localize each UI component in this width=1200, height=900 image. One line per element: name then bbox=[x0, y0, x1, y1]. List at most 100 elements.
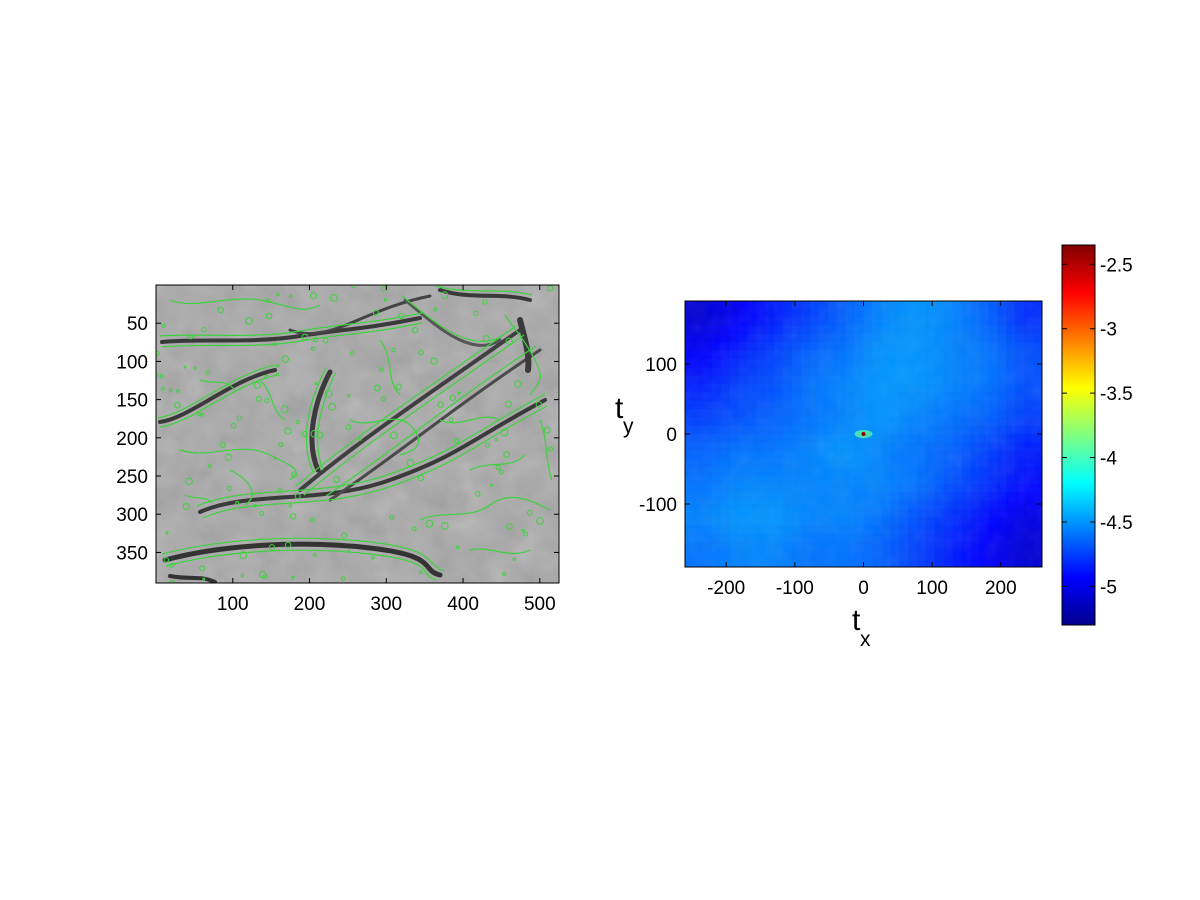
contour bbox=[159, 374, 278, 428]
contour-speck bbox=[417, 474, 424, 482]
contour bbox=[379, 339, 401, 396]
contour-speck bbox=[224, 453, 233, 461]
contour-speck bbox=[500, 428, 509, 437]
contour-speck bbox=[259, 511, 265, 517]
contour-speck bbox=[165, 531, 169, 535]
contour-speck bbox=[347, 394, 351, 398]
contour-speck bbox=[504, 400, 512, 408]
image-speckles bbox=[156, 285, 554, 583]
x-tick-label: 500 bbox=[524, 594, 556, 615]
contour-speck bbox=[291, 471, 298, 478]
peak-point bbox=[861, 432, 866, 436]
contour-speck bbox=[494, 437, 498, 442]
contour-speck bbox=[226, 485, 232, 491]
contour-speck bbox=[340, 576, 346, 581]
contour-speck bbox=[312, 336, 319, 343]
dark-crack bbox=[168, 574, 217, 583]
contour bbox=[349, 418, 420, 456]
contour-speck bbox=[333, 476, 340, 483]
contour-speck bbox=[418, 349, 424, 356]
contour bbox=[439, 416, 501, 424]
heatmap-x-label-sub: x bbox=[860, 628, 871, 651]
dark-crack bbox=[309, 369, 333, 473]
edge-contours bbox=[157, 285, 553, 581]
colorbar-ticks: -2.5 -3 -3.5 -4 -4.5 -5 bbox=[1062, 255, 1133, 598]
y-tick-label: 150 bbox=[116, 391, 148, 412]
y-tick-label: 100 bbox=[116, 352, 148, 373]
contour-speck bbox=[512, 557, 516, 561]
contour-speck bbox=[437, 401, 444, 408]
contour-speck bbox=[535, 401, 543, 408]
contour-speck bbox=[430, 357, 438, 365]
contour-speck bbox=[505, 337, 513, 345]
contour-speck bbox=[453, 437, 460, 444]
y-tick-label: 200 bbox=[116, 429, 148, 450]
dark-crack bbox=[158, 368, 277, 424]
contour-speck bbox=[163, 557, 170, 563]
contour-speck bbox=[182, 502, 190, 511]
contour-speck bbox=[398, 312, 405, 320]
contour-speck bbox=[156, 350, 160, 357]
contour-speck bbox=[284, 541, 292, 549]
contour-speck bbox=[310, 429, 319, 438]
colorbar-tick-label: -3.5 bbox=[1100, 384, 1133, 405]
colorbar: -2.5 -3 -3.5 -4 -4.5 -5 bbox=[1061, 244, 1133, 626]
contour-speck bbox=[240, 573, 245, 578]
contour-speck bbox=[345, 424, 352, 431]
contour-speck bbox=[411, 526, 417, 532]
contour-speck bbox=[457, 391, 461, 395]
contour-speck bbox=[239, 551, 248, 560]
contour-speck bbox=[253, 381, 261, 389]
contour-speck bbox=[310, 346, 315, 351]
contour-speck bbox=[391, 347, 396, 353]
dark-crack bbox=[298, 328, 522, 492]
contour bbox=[161, 322, 423, 348]
contour-speck bbox=[543, 426, 551, 434]
contour-speck bbox=[289, 513, 297, 520]
y-tick-label: 250 bbox=[116, 467, 148, 488]
colorbar-tick-label: -2.5 bbox=[1100, 255, 1133, 276]
contour-speck bbox=[169, 562, 175, 568]
contour-speck bbox=[288, 503, 293, 508]
contour bbox=[504, 314, 542, 396]
contour-speck bbox=[370, 555, 375, 560]
colorbar-tick-label: -5 bbox=[1100, 577, 1117, 598]
contour-speck bbox=[188, 334, 194, 340]
heatmap-y-label-sub: y bbox=[623, 415, 634, 438]
contour bbox=[419, 496, 551, 521]
dark-crack bbox=[162, 541, 443, 578]
contour-speck bbox=[294, 493, 301, 500]
image-texture bbox=[156, 285, 559, 583]
contour bbox=[161, 537, 445, 572]
contour bbox=[159, 312, 423, 337]
x-tick-label: -100 bbox=[776, 578, 814, 599]
contour-speck bbox=[506, 523, 513, 530]
colorbar-tick-label: -4.5 bbox=[1100, 513, 1133, 534]
contour-speck bbox=[310, 517, 316, 523]
contour-speck bbox=[455, 545, 460, 550]
contour bbox=[469, 548, 531, 555]
contour-speck bbox=[395, 383, 402, 390]
x-tick-label: 100 bbox=[916, 578, 948, 599]
contour-speck bbox=[418, 570, 423, 575]
contour-speck bbox=[536, 517, 544, 525]
contour-speck bbox=[389, 431, 398, 440]
contour-speck bbox=[358, 437, 362, 441]
y-tick-label: 300 bbox=[116, 505, 148, 526]
contour bbox=[469, 454, 526, 471]
contour-speck bbox=[278, 442, 284, 448]
contour-speck bbox=[169, 388, 173, 392]
contour-speck bbox=[372, 309, 379, 316]
contour-speck bbox=[449, 394, 456, 402]
contour bbox=[199, 379, 236, 391]
x-label-main: t bbox=[852, 604, 861, 637]
contour-speck bbox=[406, 459, 415, 467]
contour-speck bbox=[379, 367, 384, 372]
contour-speck bbox=[235, 500, 240, 505]
contour-speck bbox=[264, 398, 270, 404]
contour-speck bbox=[281, 355, 289, 363]
contour bbox=[184, 494, 213, 504]
contour-speck bbox=[351, 285, 357, 289]
contour bbox=[401, 295, 503, 342]
contour-speck bbox=[268, 544, 276, 551]
